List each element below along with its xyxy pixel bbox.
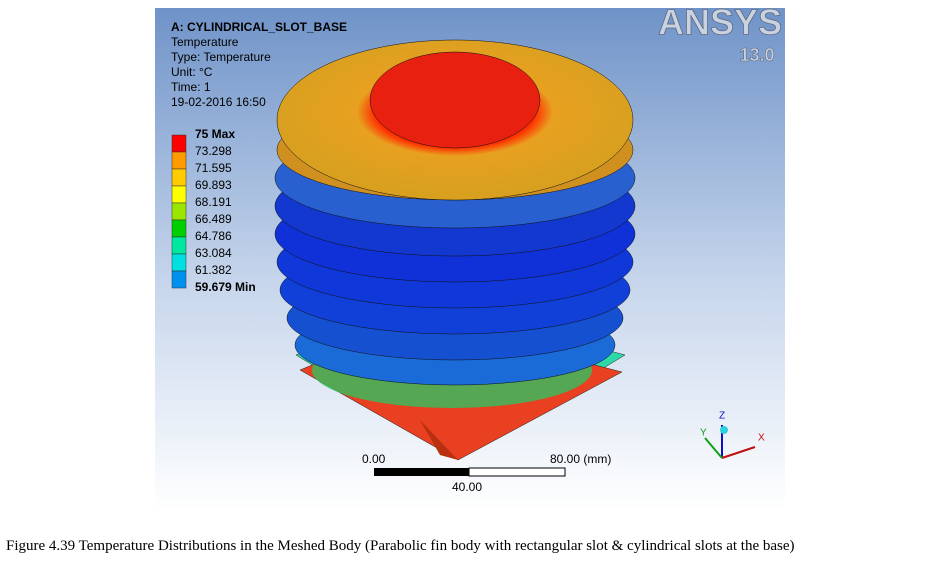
axis-x: X	[758, 433, 765, 444]
legend-label: 71.595	[195, 161, 232, 175]
logo-version: 13.0	[739, 45, 774, 65]
legend-swatch	[171, 202, 187, 221]
legend-label: 59.679 Min	[195, 280, 256, 294]
model-name: A: CYLINDRICAL_SLOT_BASE	[171, 20, 347, 34]
legend-label: 66.489	[195, 212, 232, 226]
axis-z: Z	[719, 411, 725, 422]
scale-end: 80.00 (mm)	[550, 452, 611, 466]
result-type: Type: Temperature	[171, 50, 271, 64]
legend-label: 69.893	[195, 178, 232, 192]
result-date: 19-02-2016 16:50	[171, 95, 266, 109]
header: A: CYLINDRICAL_SLOT_BASE Temperature Typ…	[171, 20, 347, 109]
logo: ANSYS	[658, 2, 782, 43]
legend-swatch	[171, 253, 187, 272]
legend-swatch	[171, 219, 187, 238]
legend-swatch	[171, 236, 187, 255]
legend-label: 64.786	[195, 229, 232, 243]
scale-middle: 40.00	[452, 480, 482, 494]
legend-label: 75 Max	[195, 127, 235, 141]
legend: 75 Max 73.298 71.595 69.893 68.191 66.489 64.7…	[171, 127, 256, 294]
result-name: Temperature	[171, 35, 239, 49]
caption: Figure 4.39 Temperature Distributions in…	[6, 538, 795, 554]
axis-y: Y	[700, 428, 707, 439]
triad: Z Y X	[700, 411, 765, 459]
legend-swatch	[171, 134, 187, 153]
figure: A: CYLINDRICAL_SLOT_BASE Temperature Typ…	[155, 1, 785, 510]
legend-label: 61.382	[195, 263, 232, 277]
legend-label: 63.084	[195, 246, 232, 260]
legend-swatch	[171, 151, 187, 170]
scale-start: 0.00	[362, 452, 386, 466]
model	[274, 39, 636, 461]
scale-bar: 0.00 80.00 (mm) 40.00	[362, 452, 611, 494]
legend-swatch	[171, 185, 187, 204]
result-time: Time: 1	[171, 80, 211, 94]
legend-swatch	[171, 270, 187, 289]
legend-label: 68.191	[195, 195, 232, 209]
legend-swatch	[171, 168, 187, 187]
result-unit: Unit: °C	[171, 65, 213, 79]
legend-label: 73.298	[195, 144, 232, 158]
